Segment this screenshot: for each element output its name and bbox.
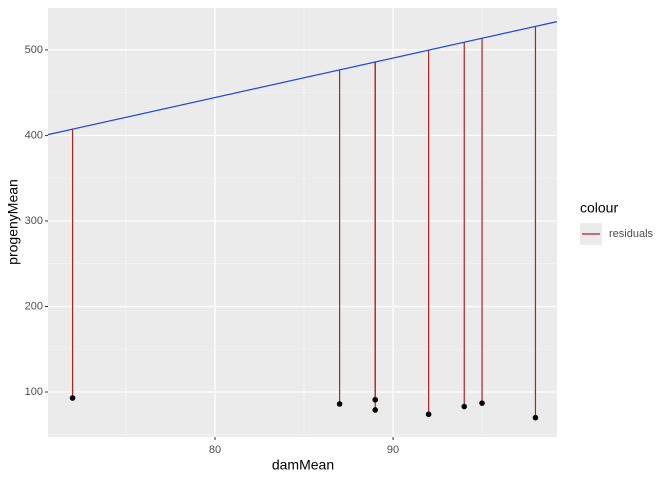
point <box>425 411 432 418</box>
legend-label: residuals <box>609 228 654 240</box>
x-tick-label: 80 <box>209 444 221 456</box>
point <box>372 396 379 403</box>
point <box>479 400 485 406</box>
point <box>372 407 379 413</box>
y-tick-label: 300 <box>25 215 43 227</box>
point <box>461 403 468 410</box>
y-tick-label: 400 <box>25 129 43 141</box>
y-axis-label: progenyMean <box>5 179 21 265</box>
legend-title: colour <box>580 200 618 216</box>
y-tick-label: 100 <box>25 386 43 398</box>
point <box>69 395 76 401</box>
point <box>336 401 343 407</box>
point <box>532 414 539 421</box>
panel <box>48 8 557 437</box>
x-axis-label: damMean <box>272 457 334 473</box>
y-tick-label: 500 <box>25 44 43 56</box>
x-tick-label: 90 <box>387 444 399 456</box>
y-tick-label: 200 <box>25 300 43 312</box>
regression-line <box>47 21 558 136</box>
